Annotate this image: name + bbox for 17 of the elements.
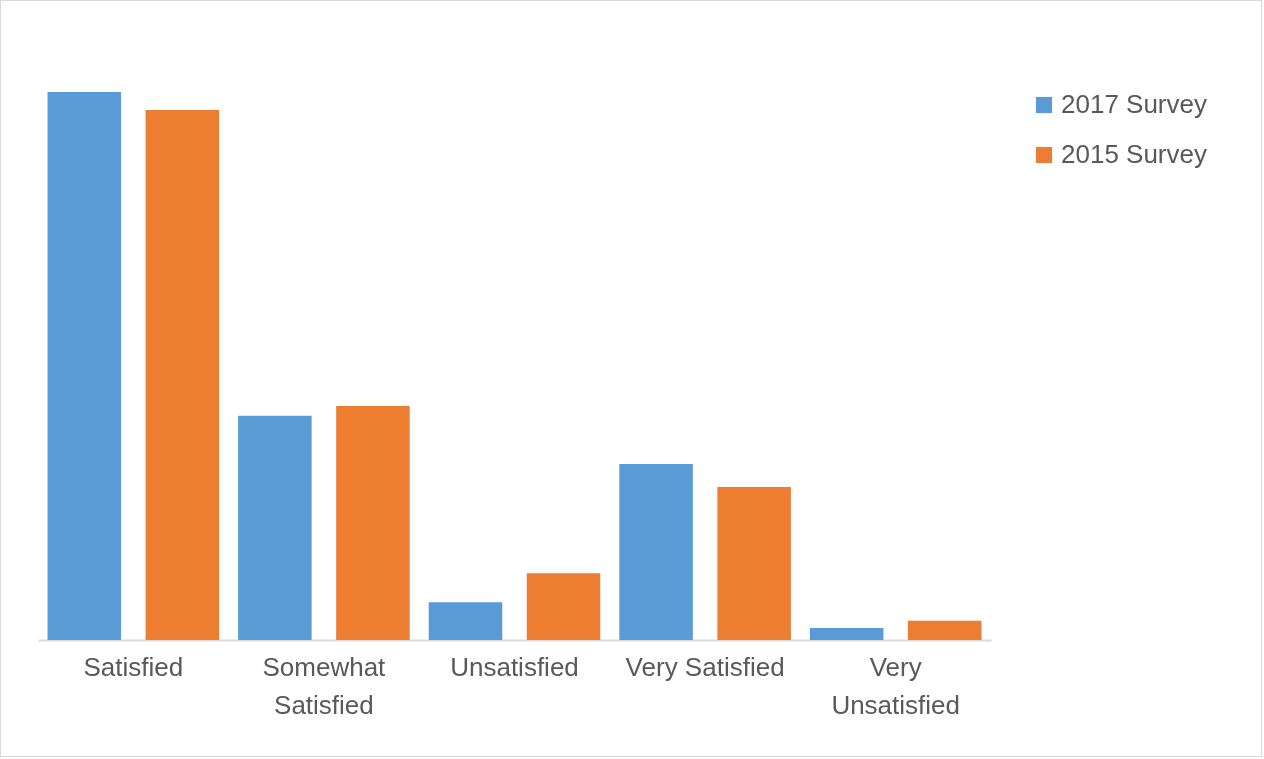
- x-tick-label: Unsatisfied: [450, 651, 579, 682]
- bar: [336, 406, 410, 640]
- legend-label: 2015 Survey: [1061, 139, 1207, 169]
- legend-label: 2017 Survey: [1061, 89, 1207, 119]
- bar: [47, 92, 122, 640]
- bar: [428, 602, 503, 640]
- bar: [717, 487, 791, 640]
- bar: [145, 110, 220, 640]
- x-tick-label: Very Satisfied: [625, 651, 785, 682]
- x-tick-label: Somewhat Satisfied: [262, 651, 387, 720]
- bar: [526, 573, 601, 640]
- bar: [619, 464, 693, 640]
- bar: [907, 620, 982, 640]
- bar: [809, 627, 884, 640]
- bar: [238, 415, 312, 640]
- x-tick-label: Satisfied: [83, 651, 184, 682]
- x-tick-label: Very Unsatisfied: [831, 651, 961, 720]
